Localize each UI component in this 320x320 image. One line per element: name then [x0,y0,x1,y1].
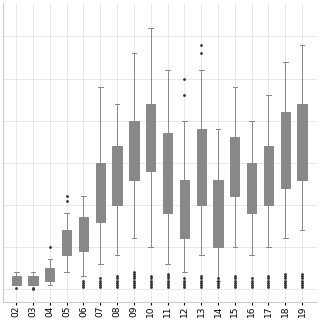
PathPatch shape [230,137,239,196]
PathPatch shape [129,121,139,180]
PathPatch shape [196,129,206,205]
PathPatch shape [247,163,256,213]
PathPatch shape [28,276,38,285]
PathPatch shape [45,268,54,281]
PathPatch shape [264,146,273,205]
PathPatch shape [146,104,156,171]
PathPatch shape [213,180,223,247]
PathPatch shape [12,276,21,285]
PathPatch shape [113,146,122,205]
PathPatch shape [79,217,88,251]
PathPatch shape [96,163,105,222]
PathPatch shape [62,230,71,255]
PathPatch shape [298,104,307,180]
PathPatch shape [163,133,172,213]
PathPatch shape [281,112,290,188]
PathPatch shape [180,180,189,238]
